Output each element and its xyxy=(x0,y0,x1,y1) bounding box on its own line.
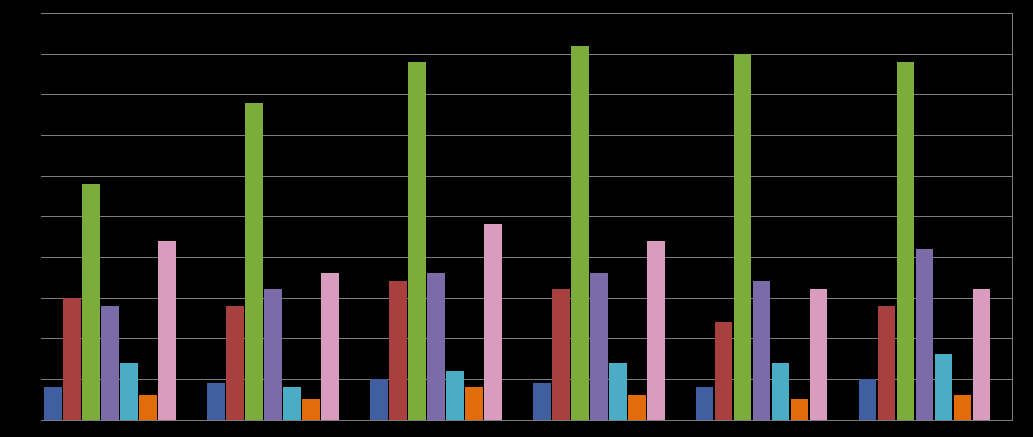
Bar xyxy=(858,379,876,420)
Bar xyxy=(83,184,100,420)
Bar xyxy=(264,289,282,420)
Bar xyxy=(283,387,301,420)
Bar xyxy=(753,281,771,420)
Bar xyxy=(303,399,320,420)
Bar xyxy=(427,273,445,420)
Bar xyxy=(878,306,896,420)
Bar xyxy=(408,62,426,420)
Bar xyxy=(465,387,482,420)
Bar xyxy=(647,241,664,420)
Bar xyxy=(915,249,933,420)
Bar xyxy=(608,363,627,420)
Bar xyxy=(389,281,407,420)
Bar xyxy=(552,289,569,420)
Bar xyxy=(370,379,387,420)
Bar xyxy=(321,273,339,420)
Bar xyxy=(446,371,464,420)
Bar xyxy=(571,45,589,420)
Bar xyxy=(628,395,646,420)
Bar xyxy=(44,387,62,420)
Bar xyxy=(484,225,502,420)
Bar xyxy=(63,298,81,420)
Bar xyxy=(897,62,914,420)
Bar xyxy=(935,354,952,420)
Bar xyxy=(208,383,225,420)
Bar xyxy=(790,399,809,420)
Bar xyxy=(245,103,263,420)
Bar xyxy=(101,306,119,420)
Bar xyxy=(733,54,751,420)
Bar xyxy=(533,383,551,420)
Bar xyxy=(973,289,991,420)
Bar xyxy=(226,306,244,420)
Bar xyxy=(772,363,789,420)
Bar xyxy=(139,395,157,420)
Bar xyxy=(810,289,827,420)
Bar xyxy=(158,241,176,420)
Bar xyxy=(590,273,607,420)
Bar xyxy=(953,395,971,420)
Bar xyxy=(715,322,732,420)
Bar xyxy=(121,363,138,420)
Bar xyxy=(695,387,714,420)
